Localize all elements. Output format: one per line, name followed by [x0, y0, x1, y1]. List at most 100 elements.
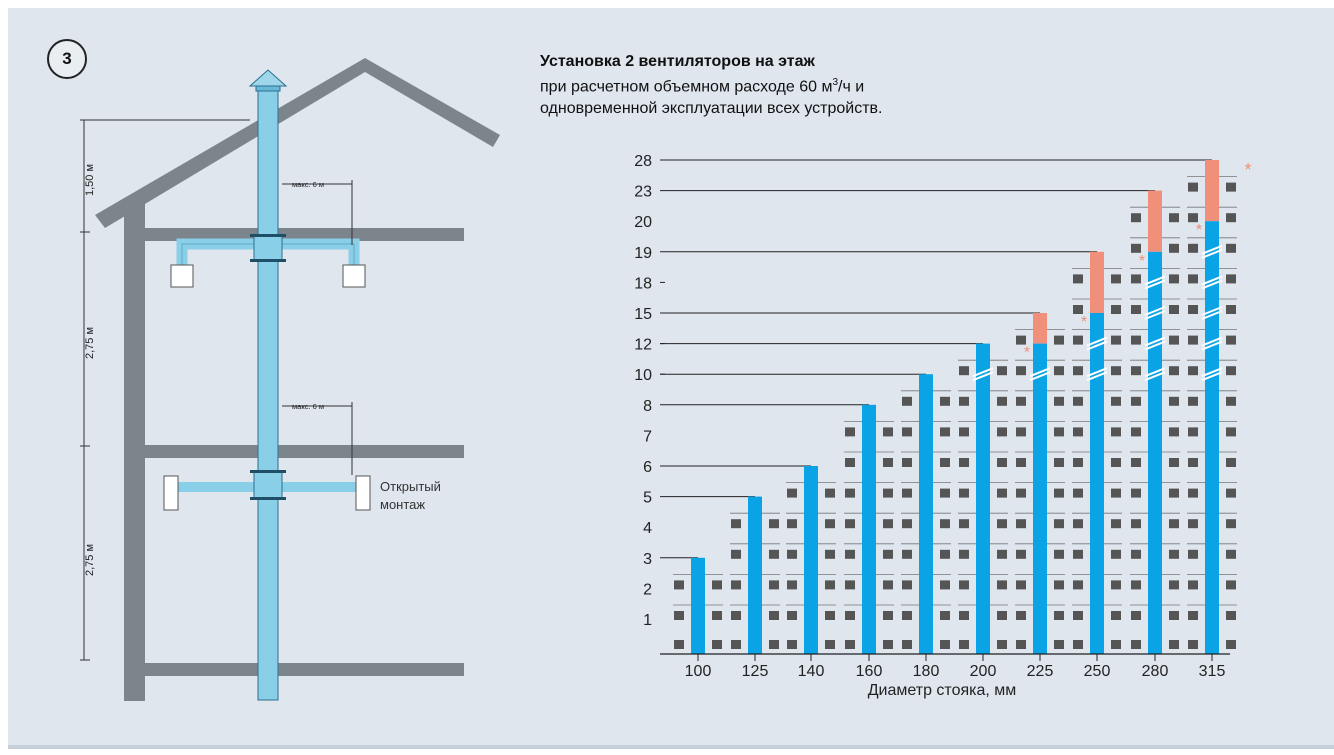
fan-marker	[1131, 366, 1141, 376]
fan-marker	[940, 640, 950, 649]
dim-mid-label: 2,75 м	[84, 327, 96, 359]
subtitle-sup: 3	[832, 77, 839, 88]
fan-marker	[1169, 458, 1179, 467]
bar-break	[1201, 248, 1223, 259]
fan-marker	[883, 549, 893, 559]
fan-marker	[1054, 640, 1064, 649]
bar-base	[1205, 221, 1219, 654]
fan-marker	[1188, 213, 1198, 223]
fan-marker	[902, 611, 912, 620]
x-tick-label: 225	[1027, 663, 1054, 680]
y-tick-label: 6	[643, 459, 652, 476]
fan-marker	[1131, 213, 1141, 223]
fan-marker	[1131, 549, 1141, 559]
y-tick-label: 10	[634, 367, 652, 384]
fan-marker	[902, 458, 912, 467]
chart-subtitle-line2: одновременной эксплуатации всех устройст…	[540, 100, 883, 117]
fan-marker	[959, 427, 969, 437]
fan-marker	[997, 549, 1007, 559]
fan-marker	[1131, 427, 1141, 437]
fan-marker	[1131, 396, 1141, 406]
fan-marker	[1169, 519, 1179, 529]
y-tick-label: 2	[643, 581, 652, 598]
fan-marker	[825, 549, 835, 559]
bar-base	[976, 343, 990, 654]
fan-marker	[959, 366, 969, 376]
fan-marker	[940, 458, 950, 467]
bar-break	[1201, 306, 1223, 316]
fan-marker	[959, 519, 969, 529]
fan-marker	[769, 580, 779, 590]
fan-marker	[1188, 396, 1198, 406]
asterisk-mark: *	[1081, 314, 1087, 331]
fan-marker	[1226, 243, 1236, 253]
bar-base	[1090, 313, 1104, 654]
bar-break	[1086, 371, 1108, 382]
fan-marker	[769, 519, 779, 529]
fan-marker	[940, 488, 950, 498]
bar-extended	[1033, 313, 1047, 344]
fan-marker	[787, 640, 797, 649]
bar-break	[972, 367, 994, 378]
fan-marker	[1188, 519, 1198, 529]
lower-right-fan	[355, 475, 371, 511]
fan-marker	[1169, 213, 1179, 223]
fan-marker	[1073, 427, 1083, 437]
fan-marker	[1016, 580, 1026, 590]
fan-marker	[997, 611, 1007, 620]
y-tick-label: 3	[643, 551, 652, 568]
fan-marker	[1054, 366, 1064, 376]
fan-marker	[1073, 611, 1083, 620]
y-tick-label: 12	[634, 337, 652, 354]
bar-base	[1148, 251, 1162, 655]
y-tick-label: 19	[634, 245, 652, 262]
max-top-label: макс. 6 м	[292, 180, 324, 189]
fan-marker	[1054, 427, 1064, 437]
x-tick-label: 160	[856, 663, 883, 680]
fan-marker	[1054, 488, 1064, 498]
fan-marker	[731, 519, 741, 529]
fan-marker	[959, 488, 969, 498]
figure-panel	[8, 8, 1334, 747]
fan-marker	[1111, 611, 1121, 620]
fan-marker	[1016, 458, 1026, 467]
bar-extended	[1090, 251, 1104, 313]
fan-marker	[674, 640, 684, 649]
x-tick-label: 315	[1199, 663, 1226, 680]
fan-marker	[997, 488, 1007, 498]
fan-marker	[959, 580, 969, 590]
fan-marker	[1169, 305, 1179, 314]
fan-marker	[1111, 640, 1121, 649]
chart-subtitle-line1: при расчетном объемном расходе 60 м3/ч и	[540, 77, 864, 96]
max-mid-label: макс. 6 м	[292, 402, 324, 411]
fan-marker	[845, 488, 855, 498]
fan-marker	[940, 519, 950, 529]
fan-marker	[1169, 640, 1179, 649]
bar-break	[1144, 367, 1166, 378]
fan-marker	[1131, 274, 1141, 284]
fan-marker	[902, 427, 912, 437]
chart-title: Установка 2 вентиляторов на этаж	[540, 53, 815, 70]
fan-marker	[1131, 243, 1141, 253]
fan-marker	[1131, 305, 1141, 314]
y-tick-label: 7	[643, 428, 652, 445]
fan-marker	[1226, 213, 1236, 223]
dim-bot-label: 2,75 м	[84, 544, 96, 576]
fan-marker	[1073, 274, 1083, 284]
fan-marker	[1188, 488, 1198, 498]
fan-marker	[1111, 427, 1121, 437]
bar-break	[1144, 275, 1166, 286]
fan-marker	[1226, 182, 1236, 192]
fan-marker	[1188, 243, 1198, 253]
fan-marker	[1188, 640, 1198, 649]
bar-break	[1144, 306, 1166, 316]
fan-marker	[1073, 640, 1083, 649]
bar-break	[1201, 310, 1223, 320]
fan-marker	[1188, 549, 1198, 559]
floor-slab-2	[124, 445, 464, 458]
bar-base	[691, 557, 705, 654]
asterisk-mark: *	[1196, 222, 1202, 239]
x-tick-label: 125	[742, 663, 769, 680]
